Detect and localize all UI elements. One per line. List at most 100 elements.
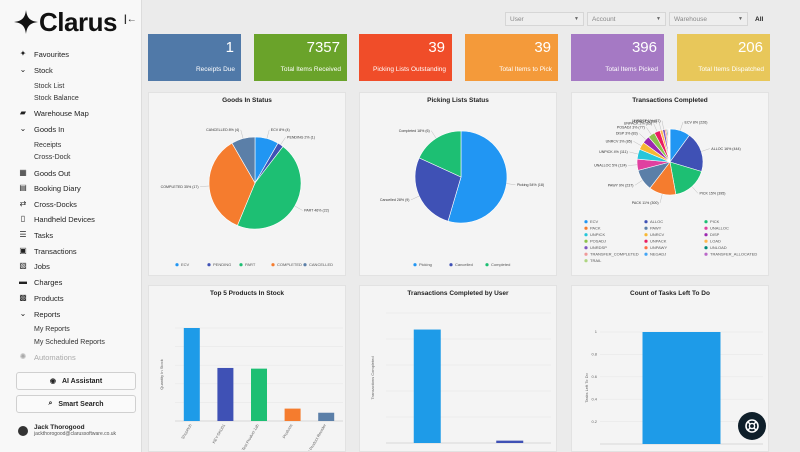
legend-entry[interactable]: LOAD	[710, 239, 721, 244]
bar[interactable]	[217, 367, 234, 421]
sidebar-subitem-my-scheduled-reports[interactable]: My Scheduled Reports	[34, 338, 105, 346]
legend-entry[interactable]: PACK	[590, 226, 601, 231]
sidebar-item-goods-in[interactable]: ⌄ Goods In	[18, 122, 65, 136]
sidebar-item-handheld-devices[interactable]: ▯ Handheld Devices	[18, 212, 95, 226]
user-profile[interactable]: Jack Thorogood jackthorogood@clarussoftw…	[18, 424, 116, 437]
all-button[interactable]: All	[755, 15, 764, 23]
legend-entry[interactable]: PART	[245, 262, 256, 267]
legend-entry[interactable]: UNRCV	[650, 232, 665, 237]
pie-slice[interactable]	[208, 142, 256, 226]
pie-slice[interactable]	[231, 136, 256, 185]
sidebar-item-goods-out[interactable]: ▦ Goods Out	[18, 166, 70, 180]
legend-entry[interactable]: ECV	[590, 219, 599, 224]
legend-entry[interactable]: PAWY	[650, 226, 662, 231]
sidebar-item-label: Warehouse Map	[34, 108, 89, 118]
legend-entry[interactable]: TRANSFER_COMPLETED	[590, 252, 639, 257]
legend-entry[interactable]: Completed	[491, 262, 510, 267]
chart-svg: ECV 8% (4) PENDING 2% (1) PART 46% (22) COM…	[161, 128, 333, 267]
lifebuoy-icon	[745, 419, 759, 433]
legend-entry[interactable]: UNPAWY	[650, 245, 667, 250]
label-leader	[633, 141, 642, 146]
pie-slice[interactable]	[447, 130, 508, 224]
sidebar-item-label: Reports	[34, 309, 61, 319]
smart-search-button[interactable]: ⌕ Smart Search	[16, 395, 136, 413]
person-icon: ◉	[49, 378, 56, 385]
legend-entry[interactable]: TRAIL	[590, 258, 602, 263]
sidebar-subitem-stock-list[interactable]: Stock List	[34, 82, 65, 90]
bar[interactable]	[413, 329, 441, 443]
sidebar-item-transactions[interactable]: ▣ Transactions	[18, 244, 76, 258]
kpi-tile-total-items-to-pick[interactable]: 39 Total Items to Pick	[465, 34, 558, 81]
bar[interactable]	[318, 412, 335, 421]
legend-entry[interactable]: COMPLETED	[277, 262, 302, 267]
legend-entry[interactable]: DISP	[710, 232, 720, 237]
tasks-left-card: Count of Tasks Left To Do 1 0.8 0.6 0.4 0.2 Ta…	[571, 285, 769, 452]
legend-entry[interactable]: PENDING	[213, 262, 231, 267]
logo[interactable]: Clarus	[14, 8, 117, 36]
sidebar-item-booking-diary[interactable]: ▤ Booking Diary	[18, 181, 80, 195]
legend-swatch	[704, 233, 708, 237]
filter-bar: User ▼ Account ▼ Warehouse ▼ All	[505, 12, 767, 26]
legend-swatch	[207, 263, 211, 267]
kpi-tile-total-items-picked[interactable]: 396 Total Items Picked	[571, 34, 664, 81]
support-chat-button[interactable]	[738, 412, 766, 440]
legend-swatch	[584, 259, 588, 263]
jobs-icon: ▧	[19, 261, 27, 270]
pie-slice[interactable]	[237, 146, 302, 230]
sidebar-subitem-receipts[interactable]: Receipts	[34, 141, 62, 149]
sidebar-item-reports[interactable]: ⌄ Reports	[18, 307, 61, 321]
collapse-sidebar-icon[interactable]: |←	[124, 14, 137, 25]
y-tick-label: 0.4	[591, 396, 597, 401]
kpi-tile-total-items-dispatched[interactable]: 206 Total Items Dispatched	[677, 34, 770, 81]
sidebar-subitem-my-reports[interactable]: My Reports	[34, 325, 70, 333]
legend-entry[interactable]: UNLOAD	[710, 245, 727, 250]
x-tick-label: ShopHub	[180, 422, 193, 440]
y-tick-label: 1	[595, 329, 598, 334]
kpi-value: 39	[428, 39, 445, 56]
pie-slice[interactable]	[669, 134, 704, 172]
legend-entry[interactable]: TRANSFER_ALLOCATED	[710, 252, 757, 257]
top-5-products-card: Top 5 Products In Stock Quantity In Stock…	[148, 285, 346, 452]
legend-entry[interactable]: CANCELLED	[309, 262, 333, 267]
ai-assistant-button[interactable]: ◉ AI Assistant	[16, 372, 136, 390]
legend-entry[interactable]: ECV	[181, 262, 190, 267]
bar[interactable]	[284, 408, 301, 421]
legend-entry[interactable]: Cancelled	[455, 262, 473, 267]
sidebar-item-products[interactable]: ▩ Products	[18, 291, 63, 305]
legend-entry[interactable]: PICK	[710, 219, 720, 224]
kpi-value: 7357	[306, 39, 340, 56]
legend-entry[interactable]: NEGADJ	[650, 252, 666, 257]
sidebar-item-tasks[interactable]: ☰ Tasks	[18, 228, 53, 242]
sidebar-item-automations: ✺ Automations	[18, 350, 76, 364]
sidebar-subitem-cross-dock[interactable]: Cross-Dock	[34, 153, 71, 161]
bar[interactable]	[496, 440, 524, 443]
kpi-tile-picking-lists-outstanding[interactable]: 39 Picking Lists Outstanding	[359, 34, 452, 81]
sidebar-item-warehouse-map[interactable]: ▰ Warehouse Map	[18, 106, 89, 120]
x-tick-label: Test Product 1ab	[241, 422, 261, 451]
label-leader	[240, 129, 244, 139]
legend-entry[interactable]: Picking	[419, 262, 432, 267]
kpi-tile-receipts-due[interactable]: 1 Receipts Due	[148, 34, 241, 81]
kpi-tile-total-items-received[interactable]: 7357 Total Items Received	[254, 34, 347, 81]
sidebar-item-cross-docks[interactable]: ⇄ Cross-Docks	[18, 197, 77, 211]
legend-entry[interactable]: UNPICK	[590, 232, 605, 237]
legend-entry[interactable]: UNRDSP	[590, 245, 607, 250]
legend-entry[interactable]: POSADJ	[590, 239, 606, 244]
legend-entry[interactable]: ALLOC	[650, 219, 663, 224]
chart-title: Count of Tasks Left To Do	[630, 290, 710, 297]
sidebar-item-stock[interactable]: ⌄ Stock	[18, 63, 53, 77]
cross-dock-icon: ⇄	[19, 199, 27, 208]
bar[interactable]	[183, 328, 200, 421]
user-filter[interactable]: User ▼	[505, 12, 584, 26]
bar[interactable]	[251, 368, 267, 421]
legend-entry[interactable]: UNALLOC	[710, 226, 729, 231]
warehouse-filter[interactable]: Warehouse ▼	[669, 12, 748, 26]
bar[interactable]	[642, 332, 721, 444]
sidebar-subitem-stock-balance[interactable]: Stock Balance	[34, 94, 79, 102]
sidebar-item-favourites[interactable]: ✦ Favourites	[18, 47, 69, 61]
account-filter[interactable]: Account ▼	[587, 12, 666, 26]
legend-entry[interactable]: UNPACK	[650, 239, 667, 244]
chevron-down-icon: ⌄	[19, 309, 27, 318]
sidebar-item-jobs[interactable]: ▧ Jobs	[18, 259, 50, 273]
sidebar-item-charges[interactable]: ▬ Charges	[18, 275, 62, 289]
